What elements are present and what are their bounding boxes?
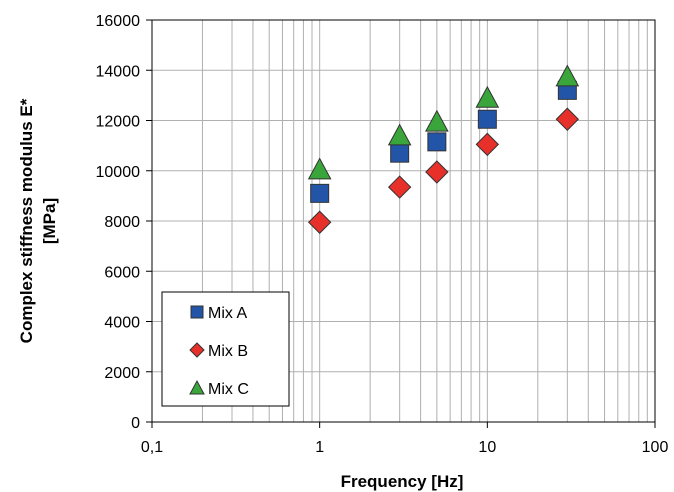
legend-label: Mix B <box>208 343 248 360</box>
y-tick-label: 8000 <box>104 214 140 231</box>
data-point-mix-a <box>477 109 497 129</box>
x-tick-label: 0,1 <box>141 439 163 456</box>
data-point-mix-c <box>387 123 412 146</box>
y-tick-label: 14000 <box>96 63 141 80</box>
y-tick-label: 0 <box>131 415 140 432</box>
y-axis-title-line-1: Complex stiffness modulus E* <box>17 98 36 343</box>
data-point-mix-a <box>427 132 447 152</box>
axis-ticks: 0 2000 4000 6000 8000 10000 12000 14000 16000 0,1… <box>96 13 669 456</box>
y-tick-label: 16000 <box>96 13 141 30</box>
data-point-mix-b <box>307 210 332 234</box>
x-tick-label: 10 <box>478 439 496 456</box>
data-marks <box>307 64 580 234</box>
y-tick-label: 6000 <box>104 264 140 281</box>
legend-marker-mix-a <box>190 305 204 319</box>
data-point-mix-b <box>475 132 500 157</box>
data-point-mix-c <box>475 85 500 108</box>
y-tick-label: 12000 <box>96 114 141 131</box>
series-mix-b <box>307 107 580 234</box>
legend-marker-mix-b <box>189 342 205 358</box>
y-tick-label: 10000 <box>96 164 141 181</box>
y-axis-title-line-2: [MPa] <box>40 198 59 244</box>
series-mix-a <box>310 80 577 203</box>
legend-label: Mix C <box>208 381 249 398</box>
x-tick-label: 1 <box>315 439 324 456</box>
data-point-mix-b <box>555 107 580 131</box>
x-tick-label: 100 <box>642 439 669 456</box>
series-mix-c <box>307 64 580 180</box>
y-tick-label: 2000 <box>104 365 140 382</box>
data-point-mix-b <box>387 175 412 199</box>
data-point-mix-b <box>425 160 449 184</box>
data-point-mix-a <box>310 183 330 203</box>
data-point-mix-a <box>390 143 410 163</box>
x-axis-title: Frequency [Hz] <box>341 472 464 491</box>
legend-marker-mix-c <box>189 379 205 395</box>
legend-box <box>161 291 290 407</box>
data-point-mix-c <box>307 157 332 180</box>
legend-label: Mix A <box>208 305 247 322</box>
data-point-mix-c <box>555 64 580 87</box>
y-tick-label: 4000 <box>104 315 140 332</box>
legend: Mix A Mix B Mix C <box>161 291 290 407</box>
data-point-mix-c <box>425 109 449 132</box>
